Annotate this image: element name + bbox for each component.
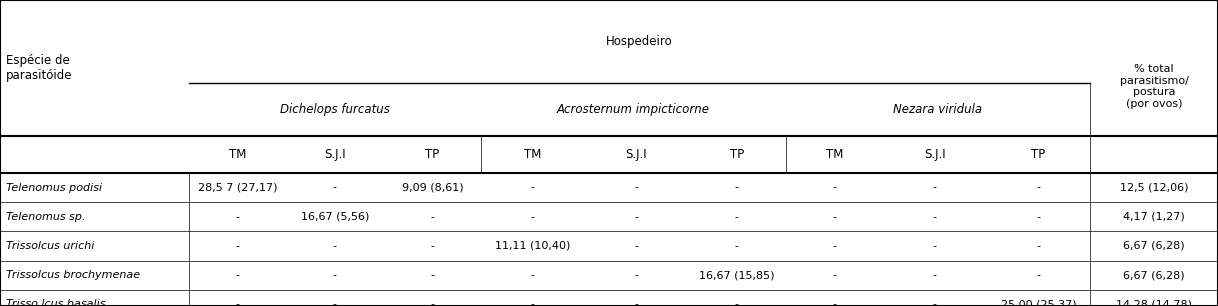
Text: -: - <box>832 182 837 192</box>
Text: Trissolcus brochymenae: Trissolcus brochymenae <box>6 270 140 280</box>
Text: -: - <box>933 270 937 280</box>
Text: TM: TM <box>229 148 246 161</box>
Text: 12,5 (12,06): 12,5 (12,06) <box>1119 182 1189 192</box>
Text: -: - <box>333 299 337 306</box>
Text: S.J.I: S.J.I <box>626 148 647 161</box>
Text: 6,67 (6,28): 6,67 (6,28) <box>1123 241 1185 251</box>
Text: -: - <box>531 212 535 222</box>
Text: Nezara viridula: Nezara viridula <box>893 103 983 116</box>
Text: -: - <box>531 182 535 192</box>
Text: 6,67 (6,28): 6,67 (6,28) <box>1123 270 1185 280</box>
Text: -: - <box>430 212 435 222</box>
Text: -: - <box>531 299 535 306</box>
Text: S.J.I: S.J.I <box>924 148 945 161</box>
Text: -: - <box>235 241 240 251</box>
Text: 28,5 7 (27,17): 28,5 7 (27,17) <box>197 182 278 192</box>
Text: -: - <box>430 299 435 306</box>
Text: -: - <box>734 299 739 306</box>
Text: -: - <box>430 270 435 280</box>
Text: -: - <box>832 299 837 306</box>
Text: -: - <box>1037 212 1040 222</box>
Text: TP: TP <box>1032 148 1045 161</box>
Text: -: - <box>635 182 638 192</box>
Text: TP: TP <box>425 148 440 161</box>
Text: -: - <box>430 241 435 251</box>
Text: -: - <box>235 212 240 222</box>
Text: Trissolcus urichi: Trissolcus urichi <box>6 241 95 251</box>
Text: TM: TM <box>524 148 542 161</box>
Text: Telenomus podisi: Telenomus podisi <box>6 182 102 192</box>
Text: -: - <box>1037 270 1040 280</box>
Text: -: - <box>235 270 240 280</box>
Text: Hospedeiro: Hospedeiro <box>607 35 672 48</box>
Text: -: - <box>933 212 937 222</box>
Text: Telenomus sp.: Telenomus sp. <box>6 212 85 222</box>
Text: 4,17 (1,27): 4,17 (1,27) <box>1123 212 1185 222</box>
Text: 25,00 (25,37): 25,00 (25,37) <box>1000 299 1077 306</box>
Text: -: - <box>933 182 937 192</box>
Text: -: - <box>235 299 240 306</box>
Text: -: - <box>635 299 638 306</box>
Text: -: - <box>1037 241 1040 251</box>
Text: -: - <box>933 299 937 306</box>
Text: 16,67 (5,56): 16,67 (5,56) <box>301 212 369 222</box>
Text: 16,67 (15,85): 16,67 (15,85) <box>699 270 775 280</box>
Text: -: - <box>1037 182 1040 192</box>
Text: -: - <box>832 270 837 280</box>
Text: -: - <box>734 182 739 192</box>
Text: -: - <box>635 270 638 280</box>
Text: Acrosternum impicticorne: Acrosternum impicticorne <box>557 103 710 116</box>
Text: 11,11 (10,40): 11,11 (10,40) <box>496 241 570 251</box>
Text: -: - <box>832 241 837 251</box>
Text: -: - <box>734 241 739 251</box>
Text: -: - <box>333 241 337 251</box>
Text: -: - <box>734 212 739 222</box>
Text: -: - <box>635 241 638 251</box>
Text: 14,28 (14,78): 14,28 (14,78) <box>1116 299 1192 306</box>
Text: -: - <box>933 241 937 251</box>
Text: Trisso lcus basalis: Trisso lcus basalis <box>6 299 106 306</box>
Text: Espécie de
parasitóide: Espécie de parasitóide <box>6 54 73 82</box>
Text: TP: TP <box>730 148 744 161</box>
Text: 9,09 (8,61): 9,09 (8,61) <box>402 182 463 192</box>
Text: S.J.I: S.J.I <box>324 148 346 161</box>
Text: -: - <box>333 182 337 192</box>
Text: -: - <box>531 270 535 280</box>
Text: % total
parasitismo/
postura
(por ovos): % total parasitismo/ postura (por ovos) <box>1119 64 1189 109</box>
Text: -: - <box>832 212 837 222</box>
Text: TM: TM <box>826 148 843 161</box>
Text: Dichelops furcatus: Dichelops furcatus <box>280 103 390 116</box>
Text: -: - <box>333 270 337 280</box>
Text: -: - <box>635 212 638 222</box>
